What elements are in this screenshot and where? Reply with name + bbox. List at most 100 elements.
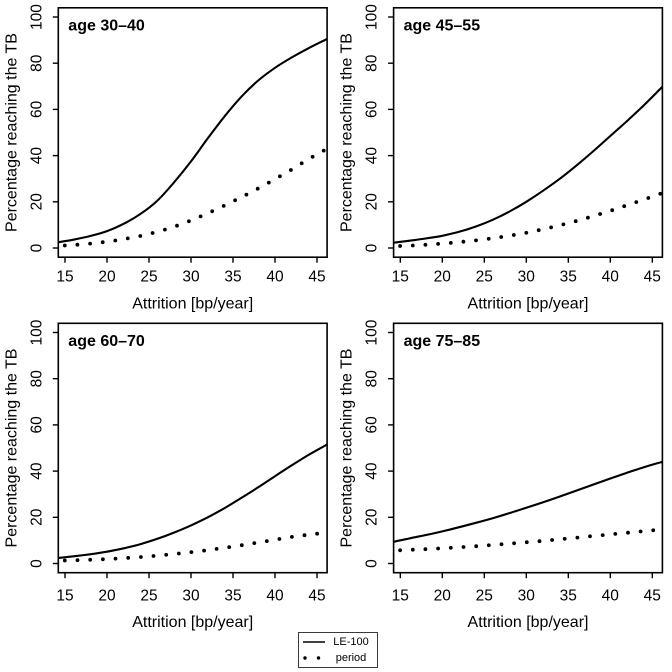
period-curve-dot bbox=[221, 204, 226, 208]
period-curve-dot bbox=[125, 236, 130, 241]
period-curve-dot bbox=[239, 543, 244, 548]
period-curve-dot bbox=[88, 241, 92, 246]
legend-item-le100: LE-100 bbox=[299, 634, 377, 650]
legend-box: LE-100 period bbox=[298, 632, 378, 668]
period-curve-dot bbox=[264, 539, 269, 543]
period-curve-dot bbox=[113, 556, 118, 561]
le100-curve bbox=[393, 86, 664, 244]
period-curve-dot bbox=[512, 541, 516, 546]
y-axis-title: Percentage reaching the TB bbox=[339, 349, 356, 548]
y-axis-title: Percentage reaching the TB bbox=[339, 33, 356, 232]
period-curve-dot bbox=[499, 542, 504, 547]
period-curve-dot bbox=[88, 557, 93, 562]
y-tick-label: 100 bbox=[364, 319, 381, 345]
y-tick-label: 20 bbox=[28, 193, 45, 211]
x-axis-title: Attrition [bp/year] bbox=[468, 296, 589, 313]
period-curve-dot bbox=[410, 243, 415, 248]
period-curve-dot bbox=[486, 236, 491, 241]
y-axis-title: Percentage reaching the TB bbox=[3, 349, 20, 548]
y-tick-label: 80 bbox=[364, 54, 381, 72]
x-tick-label: 40 bbox=[602, 269, 620, 286]
period-curve-dot bbox=[277, 537, 282, 541]
period-curve-dot bbox=[524, 540, 529, 545]
le100-curve bbox=[58, 37, 328, 244]
x-tick-label: 30 bbox=[518, 269, 536, 286]
period-curve-dot bbox=[278, 174, 282, 179]
panel-title: age 75–85 bbox=[404, 333, 481, 350]
period-curve-dot bbox=[550, 538, 554, 542]
period-curve-dot bbox=[315, 531, 319, 536]
period-curve-dot bbox=[448, 545, 453, 550]
period-curve-dot bbox=[101, 557, 105, 562]
period-curve-dot bbox=[598, 212, 602, 216]
period-curve-dot bbox=[575, 535, 580, 540]
x-tick-label: 35 bbox=[560, 588, 577, 605]
period-curve-dot bbox=[187, 219, 191, 224]
y-tick-label: 100 bbox=[364, 4, 381, 30]
x-tick-label: 30 bbox=[182, 588, 200, 605]
y-tick-label: 40 bbox=[28, 462, 45, 480]
plot-box bbox=[57, 322, 328, 574]
plot-box bbox=[57, 7, 328, 258]
period-curve-dot bbox=[175, 223, 179, 228]
x-axis-title: Attrition [bp/year] bbox=[132, 296, 253, 313]
period-curve-dot bbox=[75, 242, 80, 247]
x-tick-label: 35 bbox=[224, 269, 241, 286]
panel-title: age 45–55 bbox=[404, 17, 481, 34]
period-curve-dot bbox=[410, 547, 415, 552]
period-curve-dot bbox=[474, 544, 479, 549]
y-tick-label: 20 bbox=[28, 508, 45, 526]
legend-item-period: period bbox=[299, 650, 377, 666]
y-tick-label: 100 bbox=[28, 4, 45, 30]
x-tick-label: 40 bbox=[602, 588, 620, 605]
period-curve-dot bbox=[588, 534, 592, 539]
period-curve-dot bbox=[586, 215, 590, 220]
x-tick-label: 45 bbox=[308, 588, 325, 605]
period-curve-dot bbox=[537, 539, 542, 544]
x-tick-label: 20 bbox=[98, 269, 116, 286]
x-tick-label: 40 bbox=[266, 269, 284, 286]
x-tick-label: 25 bbox=[476, 588, 493, 605]
period-curve-dot bbox=[486, 543, 491, 548]
period-curve-dot bbox=[62, 558, 67, 563]
period-curve-dot bbox=[448, 241, 453, 245]
x-tick-label: 15 bbox=[392, 269, 409, 286]
period-curve-dot bbox=[622, 204, 627, 209]
period-curve-dot bbox=[423, 547, 428, 552]
period-curve-dot bbox=[536, 228, 541, 233]
period-curve-dot bbox=[461, 239, 466, 244]
period-curve-dot bbox=[151, 554, 156, 558]
y-tick-label: 80 bbox=[28, 54, 45, 72]
period-curve-dot bbox=[252, 541, 257, 545]
period-curve-dot bbox=[638, 529, 643, 534]
period-curve-dot bbox=[600, 533, 605, 537]
y-tick-label: 20 bbox=[364, 508, 381, 526]
period-curve-dot bbox=[210, 209, 215, 214]
y-tick-label: 60 bbox=[28, 100, 45, 118]
legend-label-period: period bbox=[335, 652, 367, 664]
period-curve-dot bbox=[423, 242, 428, 247]
y-tick-label: 0 bbox=[364, 243, 381, 252]
period-curve-dot bbox=[573, 219, 578, 224]
y-tick-label: 80 bbox=[364, 370, 381, 388]
period-curve-dot bbox=[299, 161, 304, 166]
period-curve-dot bbox=[255, 186, 260, 191]
period-curve-dot bbox=[266, 180, 271, 185]
period-curve-dot bbox=[126, 556, 131, 560]
period-curve-dot bbox=[646, 196, 651, 200]
y-tick-label: 0 bbox=[364, 559, 381, 568]
period-curve-dot bbox=[202, 548, 207, 553]
x-tick-label: 25 bbox=[140, 588, 157, 605]
y-tick-label: 60 bbox=[364, 100, 381, 118]
x-tick-label: 15 bbox=[56, 588, 73, 605]
period-curve-dot bbox=[524, 230, 529, 235]
period-curve-dot bbox=[113, 238, 118, 243]
period-curve-dot bbox=[651, 528, 656, 533]
y-tick-label: 60 bbox=[364, 416, 381, 434]
le100-curve bbox=[58, 443, 328, 560]
period-curve-dot bbox=[398, 548, 402, 553]
period-curve-dot bbox=[310, 154, 315, 159]
y-tick-label: 40 bbox=[364, 462, 381, 480]
le100-curve bbox=[393, 460, 663, 543]
